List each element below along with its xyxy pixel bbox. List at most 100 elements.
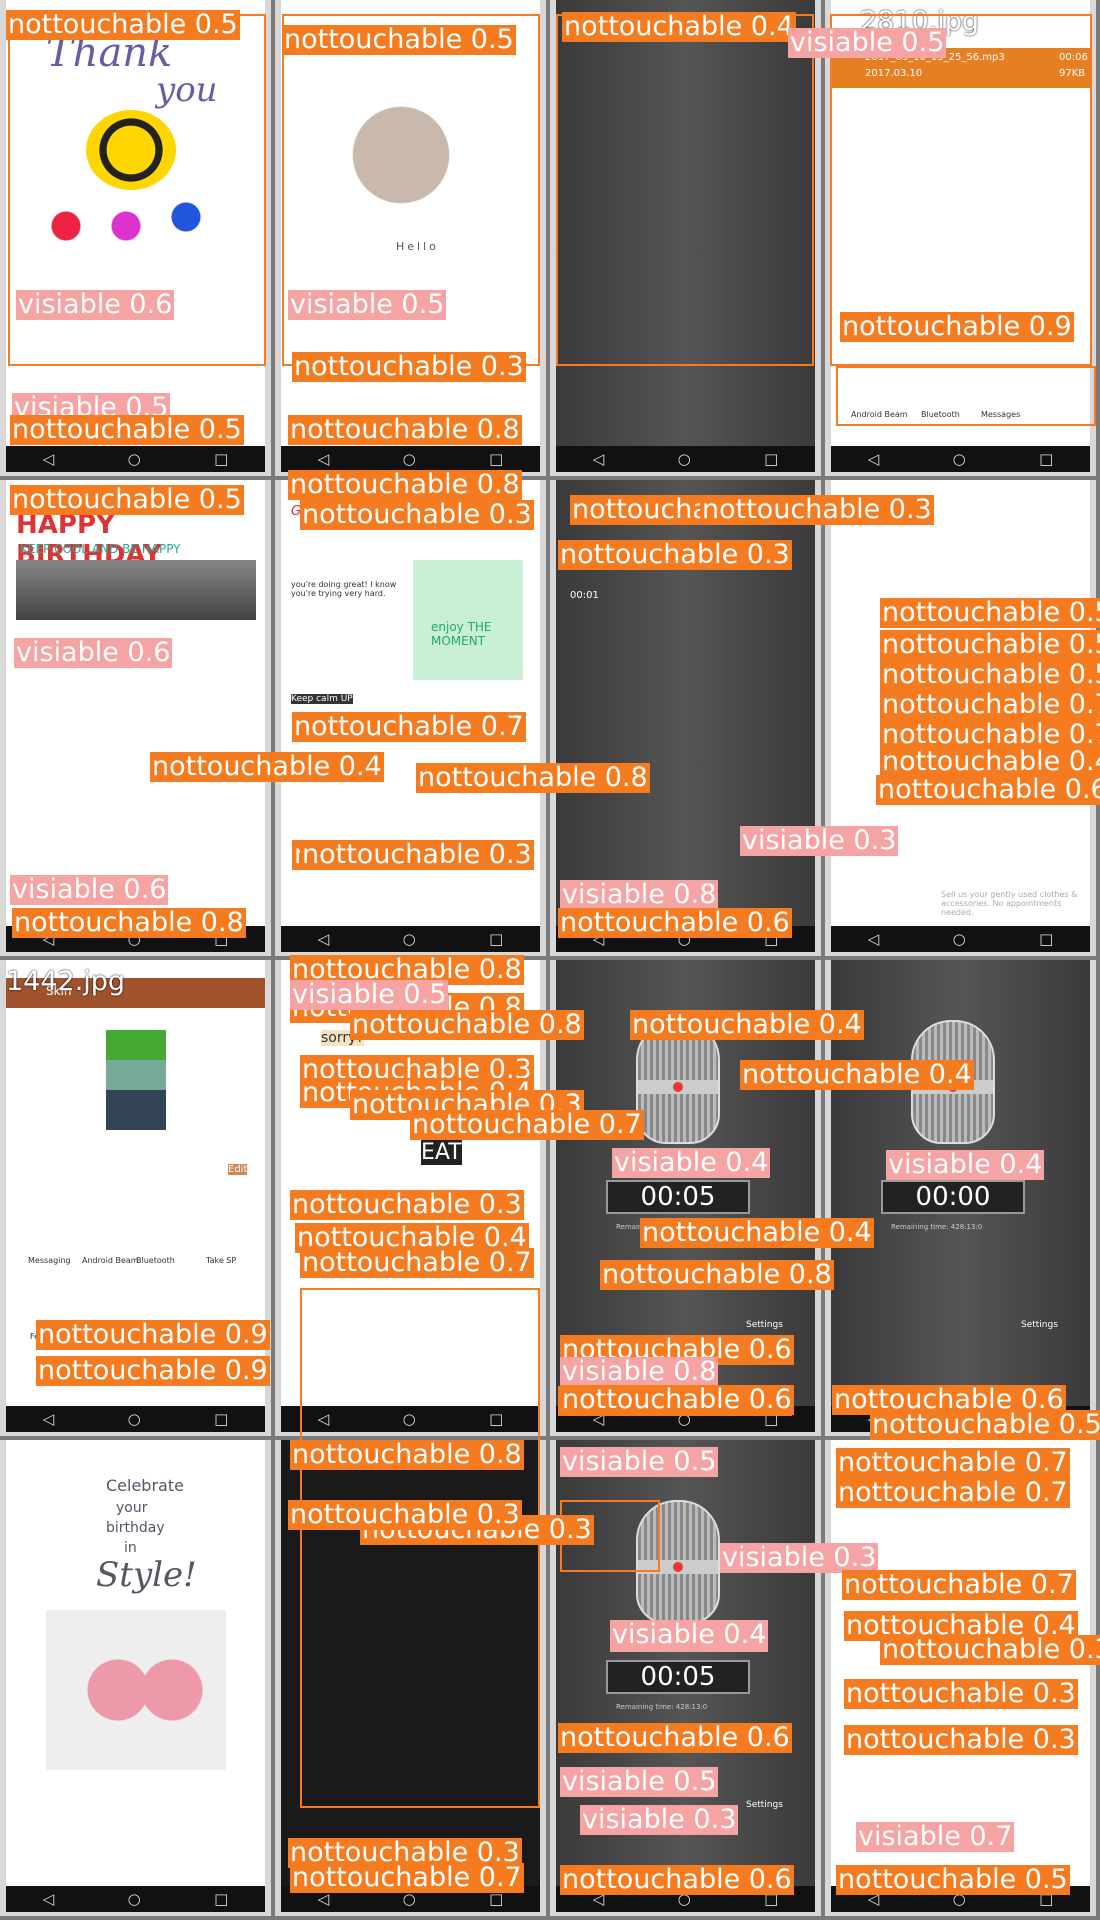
remaining-time: Remaining time: 428:13:0 xyxy=(616,1703,708,1711)
nav-home-button[interactable]: ○ xyxy=(952,930,966,948)
detection-label: nottouchable 0.4 xyxy=(630,1009,864,1040)
nav-recent-button[interactable]: □ xyxy=(489,1890,504,1908)
app-bar xyxy=(6,978,265,1008)
ad-title: Plato's buys your style xyxy=(835,890,895,912)
nav-back-button[interactable]: ◁ xyxy=(42,450,55,468)
nav-back-button[interactable]: ◁ xyxy=(317,450,330,468)
detection-label: nottouchable 0.4 xyxy=(562,11,796,42)
recording-size: 97KB xyxy=(1059,68,1086,79)
nav-recent-button[interactable]: □ xyxy=(489,450,504,468)
detection-label: nottouchable 0.5 xyxy=(870,1410,1100,1440)
nav-recent-button[interactable]: □ xyxy=(214,1410,229,1428)
nav-back-button[interactable]: ◁ xyxy=(592,930,605,948)
screenshot-cell: ◁ ○ □ xyxy=(550,0,821,476)
nav-back-button[interactable]: ◁ xyxy=(592,450,605,468)
recording-timer: 00:05 xyxy=(606,1180,750,1214)
nav-back-button[interactable]: ◁ xyxy=(592,1410,605,1428)
ad-text: Sell us your gently used clothes & acces… xyxy=(941,890,1078,917)
detection-label: nottouchable 0.8 xyxy=(416,762,650,793)
phone-screen: ◁ ○ □ xyxy=(556,0,815,472)
greeting-card xyxy=(413,560,523,680)
detection-label: visiable 0.5 xyxy=(290,979,449,1010)
card-title: Style! xyxy=(96,1555,197,1595)
nav-recent-button[interactable]: □ xyxy=(764,450,779,468)
settings-tab: Settings xyxy=(1021,1320,1058,1330)
nav-home-button[interactable]: ○ xyxy=(677,450,691,468)
image-filename: 1442.jpg xyxy=(6,966,126,997)
nav-home-button[interactable]: ○ xyxy=(127,450,141,468)
nav-recent-button[interactable]: □ xyxy=(214,450,229,468)
detection-label: visiable 0.4 xyxy=(612,1147,771,1178)
nav-recent-button[interactable]: □ xyxy=(214,1890,229,1908)
recording-date: 2017.03.10 xyxy=(865,68,923,79)
detection-label: nottouchable 0.4 xyxy=(880,747,1100,777)
share-app-label: Bluetooth xyxy=(921,410,960,419)
nav-back-button[interactable]: ◁ xyxy=(42,1890,55,1908)
share-app-label: Bluetooth xyxy=(136,1256,175,1265)
detection-label: nottouchable 0.3 xyxy=(300,499,534,530)
detection-label: visiable 0.5 xyxy=(788,27,947,58)
nav-home-button[interactable]: ○ xyxy=(402,930,416,948)
detection-label: visiable 0.5 xyxy=(288,289,447,320)
detection-label: nottouchable 0.9 xyxy=(36,1355,270,1386)
card-text: birthday xyxy=(106,1520,165,1536)
nav-back-button[interactable]: ◁ xyxy=(867,1890,880,1908)
share-app-label: Android Beam xyxy=(82,1256,139,1265)
nav-recent-button[interactable]: □ xyxy=(1039,930,1054,948)
settings-tab: Settings xyxy=(746,1320,783,1330)
detection-label: nottouchable 0.8 xyxy=(290,954,524,985)
android-nav-bar: ◁ ○ □ xyxy=(6,1886,265,1912)
share-app-label: Messaging xyxy=(28,1256,71,1265)
nav-home-button[interactable]: ○ xyxy=(402,1410,416,1428)
detection-label: nottouchable 0.9 xyxy=(36,1319,270,1350)
nav-home-button[interactable]: ○ xyxy=(402,450,416,468)
nav-back-button[interactable]: ◁ xyxy=(42,930,55,948)
nav-back-button[interactable]: ◁ xyxy=(867,450,880,468)
nav-recent-button[interactable]: □ xyxy=(1039,450,1054,468)
nav-home-button[interactable]: ○ xyxy=(952,450,966,468)
android-nav-bar: ◁ ○ □ xyxy=(6,446,265,472)
detection-label: nottouchable 0.5 xyxy=(6,9,240,40)
playback-progress: 00:00 xyxy=(845,110,874,121)
detection-label: nottouchable 0.7 xyxy=(842,1569,1076,1600)
detection-label: nottouchable 0.8 xyxy=(350,1009,584,1040)
detection-label: nottouchable 0.7 xyxy=(836,1477,1070,1508)
detection-label: nottouchable 0.5 xyxy=(10,414,244,445)
detection-label: nottouchable 0.3 xyxy=(292,351,526,382)
recording-timer: 00:00 xyxy=(881,1180,1025,1214)
nav-back-button[interactable]: ◁ xyxy=(317,1410,330,1428)
detection-label: visiable 0.6 xyxy=(10,874,169,905)
detection-label: nottouchable 0.5 xyxy=(880,630,1100,660)
nav-back-button[interactable]: ◁ xyxy=(317,930,330,948)
settings-tab: Settings xyxy=(746,1800,783,1810)
nav-home-button[interactable]: ○ xyxy=(127,1890,141,1908)
nav-back-button[interactable]: ◁ xyxy=(42,1410,55,1428)
detection-label: visiable 0.8 xyxy=(560,879,719,910)
nav-recent-button[interactable]: □ xyxy=(489,930,504,948)
detection-label: nottouchable 0.8 xyxy=(600,1259,834,1290)
detection-label: visiable 0.3 xyxy=(740,825,899,856)
card-text: in xyxy=(124,1540,137,1556)
screenshot-cell: ◁ ○ □ Celebrate your birthday in Style! xyxy=(0,1440,271,1916)
detection-label: nottouchable 0.4 xyxy=(740,1059,974,1090)
android-nav-bar: ◁ ○ □ xyxy=(556,446,815,472)
nav-recent-button[interactable]: □ xyxy=(489,1410,504,1428)
android-nav-bar: ◁ ○ □ xyxy=(6,1406,265,1432)
nav-back-button[interactable]: ◁ xyxy=(592,1890,605,1908)
detection-label: nottouchable 0.7 xyxy=(880,720,1100,750)
nav-home-button[interactable]: ○ xyxy=(127,1410,141,1428)
detection-label: visiable 0.6 xyxy=(16,289,175,320)
detection-label: nottouchable 0.7 xyxy=(880,690,1100,720)
detection-label: nottouchable 0.6 xyxy=(558,1722,792,1753)
share-app-label: Android Beam xyxy=(851,410,908,419)
nav-back-button[interactable]: ◁ xyxy=(867,930,880,948)
card-title: you xyxy=(156,70,218,110)
screenshot-cell: ◁ ○ □ Skin Edit Messaging Android Beam Bluetoot… xyxy=(0,960,271,1436)
skin-preview xyxy=(106,1030,166,1130)
card-text: Celebrate xyxy=(106,1476,184,1495)
nav-home-button[interactable]: ○ xyxy=(402,1890,416,1908)
nav-back-button[interactable]: ◁ xyxy=(317,1890,330,1908)
greeting-card-text: you're doing great! I know you're trying… xyxy=(291,580,397,598)
detection-label: nottouchable 0.8 xyxy=(290,1439,524,1470)
